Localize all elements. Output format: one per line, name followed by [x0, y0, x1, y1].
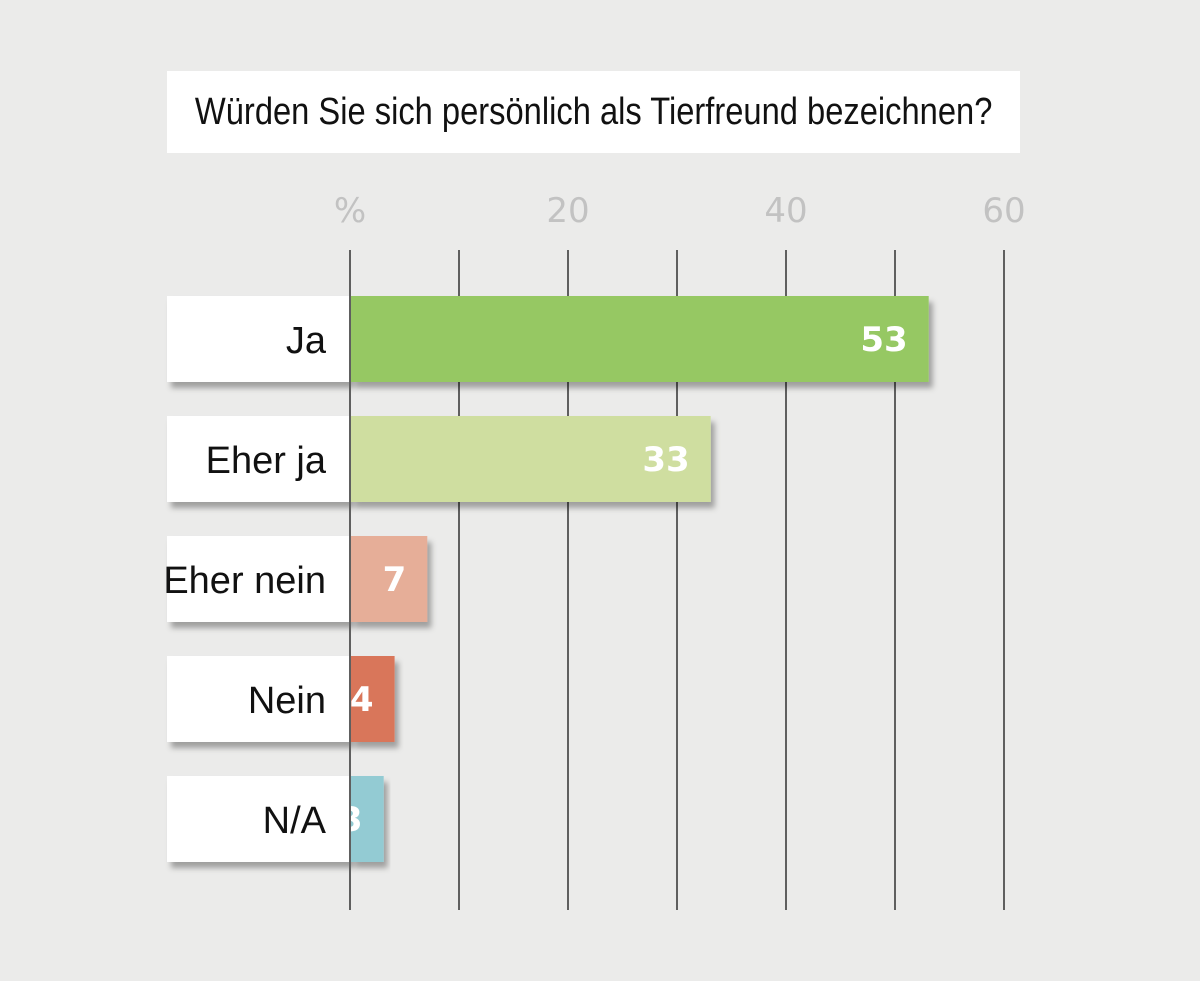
bar-row: Eher ja 33: [167, 416, 711, 502]
category-label-box: [167, 416, 350, 502]
chart-title-box: Würden Sie sich persönlich als Tierfreun…: [167, 71, 1020, 153]
bar: [351, 416, 711, 502]
axis-tick-label: 20: [546, 191, 589, 231]
category-label: Nein: [248, 680, 326, 722]
bar: [351, 776, 384, 862]
value-label: 53: [860, 320, 907, 360]
axis-tick-label: 60: [982, 191, 1025, 231]
bar: [351, 296, 929, 382]
category-label: Ja: [286, 320, 327, 362]
bar-row: N/A3: [167, 776, 384, 862]
axis-tick-label: 40: [764, 191, 807, 231]
category-label-box: [167, 536, 350, 622]
bar-rows: Ja 53 Eher ja 33 Eher nein 7 Nein 4 N/A3: [163, 250, 929, 910]
value-label: 4: [350, 680, 374, 720]
category-label-box: [167, 656, 350, 742]
category-label: Eher nein: [163, 560, 326, 602]
bar-row: Nein 4: [167, 656, 395, 742]
category-label-box: [167, 296, 350, 382]
bar: [351, 536, 428, 622]
axis-tick-labels: % 20 40 60: [334, 191, 1026, 231]
category-label: Eher ja: [206, 440, 327, 482]
bar-row: Eher nein 7: [163, 536, 428, 622]
value-label: 33: [642, 440, 689, 480]
value-label: 7: [383, 560, 407, 600]
bar-row: Ja 53: [167, 296, 929, 382]
bar: [351, 656, 395, 742]
chart-title: Würden Sie sich persönlich als Tierfreun…: [194, 90, 993, 133]
axis-tick-label: %: [334, 191, 366, 231]
category-label-box: [167, 776, 350, 862]
category-label: N/A: [263, 800, 327, 842]
